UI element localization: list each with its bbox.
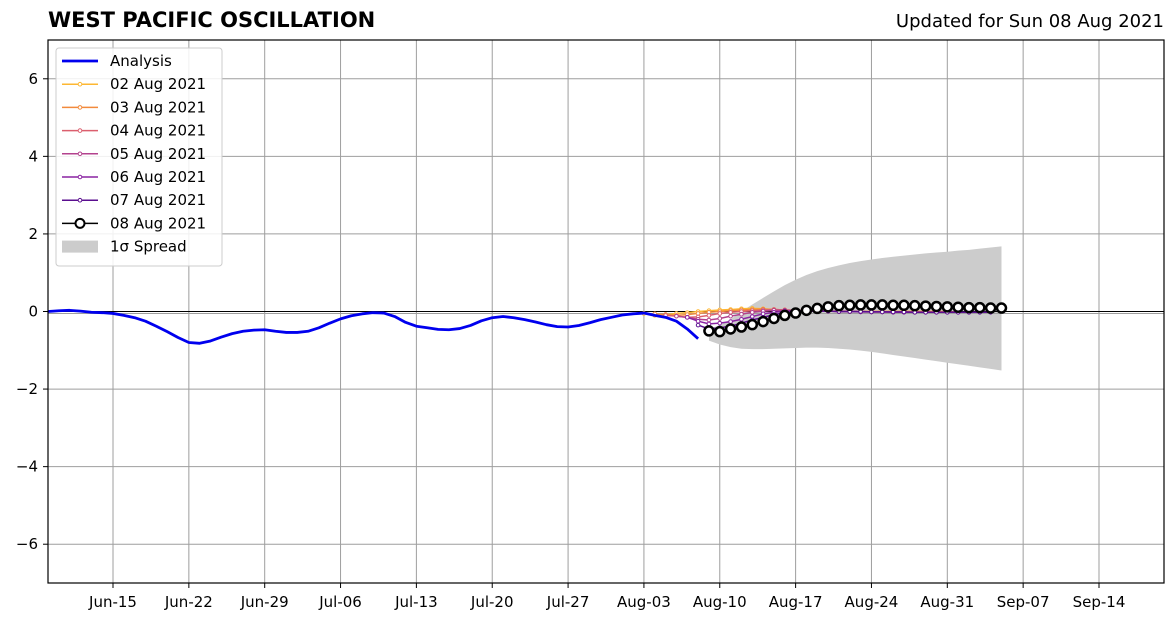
y-tick-label: −4 [16,458,38,476]
forecast-marker-6 [909,299,921,312]
forecast-marker-6 [865,299,878,311]
forecast-marker-2 [728,309,733,315]
x-tick-label: Jul-27 [546,593,590,611]
forecast-marker-4 [695,318,701,324]
legend-marker-forecast [77,151,83,157]
legend-label-forecast: 07 Aug 2021 [110,191,206,209]
forecast-marker-6 [930,300,943,313]
forecast-marker-5 [695,322,701,328]
y-tick-label: 4 [28,147,38,165]
x-tick-label: Jul-06 [318,593,362,611]
x-tick-label: Aug-24 [845,593,899,611]
x-tick-label: Aug-31 [920,593,974,611]
legend-marker-forecast [77,197,83,203]
legend-swatch-spread [62,240,98,253]
legend-marker-forecast [77,174,83,180]
x-tick-label: Sep-14 [1073,593,1126,611]
forecast-marker-6 [800,304,813,317]
forecast-marker-6 [714,325,726,338]
forecast-marker-6 [703,325,715,337]
x-tick-label: Jul-20 [470,593,514,611]
legend-label-forecast: 06 Aug 2021 [110,168,206,186]
x-tick-label: Aug-17 [769,593,823,611]
forecast-marker-6 [963,301,975,314]
forecast-marker-6 [919,300,932,312]
forecast-marker-6 [779,309,791,322]
forecast-marker-4 [684,315,690,320]
forecast-marker-6 [724,323,737,335]
x-tick-label: Jun-22 [164,593,213,611]
analysis-line [47,308,700,345]
forecast-marker-6 [984,302,997,314]
forecast-marker-6 [854,299,867,311]
forecast-marker-6 [844,299,856,312]
forecast-marker-6 [898,299,910,312]
series-group [47,299,1008,345]
forecast-marker-6 [995,302,1008,314]
forecast-marker-4 [739,316,744,322]
tick-labels: Jun-15 Jun-22 Jun-29 Jul-06 Jul-13 Jul-20 Jul-… [16,70,1126,611]
legend: Analysis 02 Aug 2021 03 Aug 2021 04 Aug 202… [55,47,223,267]
forecast-marker-3 [749,309,755,315]
forecast-marker-6 [833,299,845,312]
forecast-marker-6 [941,301,954,313]
forecast-marker-6 [876,299,889,311]
x-tick-label: Aug-10 [693,593,747,611]
forecast-marker-6 [974,301,986,314]
forecast-marker-4 [717,320,723,326]
forecast-marker-6 [746,318,759,331]
y-tick-label: 0 [28,303,38,321]
x-tick-label: Jun-15 [88,593,137,611]
forecast-marker-3 [739,311,744,317]
forecast-marker-6 [887,299,899,312]
legend-label-forecast: 05 Aug 2021 [110,145,206,163]
legend-box [55,47,223,267]
legend-marker-forecast [77,81,83,87]
chart-title: WEST PACIFIC OSCILLATION [48,8,376,32]
legend-marker-forecast [77,128,83,133]
forecast-marker-6 [952,301,964,313]
x-tick-label: Jun-29 [240,593,289,611]
y-tick-label: −6 [16,535,38,553]
x-tick-label: Jul-13 [394,593,438,611]
forecast-marker-6 [789,307,802,319]
forecast-marker-6 [822,301,834,313]
legend-label-analysis: Analysis [110,52,172,70]
forecast-line-5 [697,310,991,330]
spread-band [708,246,1002,371]
legend-label-forecast: 04 Aug 2021 [110,122,206,140]
legend-label-forecast: 08 Aug 2021 [110,214,206,232]
forecast-marker-2 [706,313,712,318]
forecast-marker-6 [811,302,824,315]
forecast-marker-6 [757,315,769,328]
x-tick-label: Sep-07 [997,593,1050,611]
updated-label: Updated for Sun 08 Aug 2021 [895,11,1164,32]
legend-label-spread: 1σ Spread [110,238,187,256]
legend-label-forecast: 03 Aug 2021 [110,98,206,116]
forecast-marker-4 [728,319,733,324]
legend-marker-forecast [74,217,86,229]
forecast-marker-3 [706,317,712,323]
y-tick-label: −2 [16,380,38,398]
legend-label-forecast: 02 Aug 2021 [110,75,206,93]
y-tick-label: 6 [28,70,38,88]
legend-marker-forecast [77,105,83,110]
y-tick-label: 2 [28,225,38,243]
x-tick-label: Aug-03 [617,593,671,611]
forecast-marker-3 [674,313,679,319]
forecast-marker-6 [735,321,748,333]
forecast-marker-3 [717,316,723,321]
forecast-marker-6 [768,312,780,325]
spread-area [708,246,1002,371]
forecast-marker-3 [728,313,733,319]
forecast-marker-2 [717,311,723,316]
